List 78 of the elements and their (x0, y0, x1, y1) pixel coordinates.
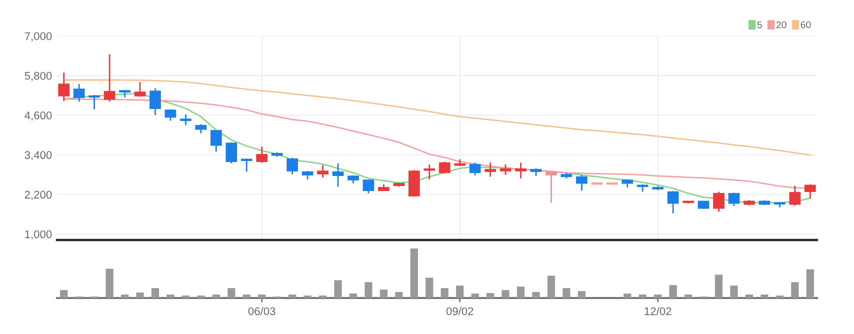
candlestick (104, 54, 116, 102)
bar (106, 268, 114, 298)
candlestick (180, 114, 192, 126)
x-tick-label: 12/02 (644, 307, 672, 316)
bar (684, 294, 692, 298)
candlestick (438, 161, 450, 174)
bar (669, 285, 677, 298)
candlestick (210, 130, 222, 152)
bar (380, 290, 388, 298)
bar (745, 294, 754, 298)
legend-label: 20 (776, 21, 786, 28)
candlestick (484, 162, 496, 178)
candlestick (150, 88, 161, 116)
bar (760, 294, 768, 298)
legend-label: 60 (800, 21, 811, 28)
bar (349, 294, 358, 298)
y-tick-label: 2,200 (24, 190, 52, 200)
bar (288, 294, 296, 298)
y-tick-label: 7,000 (24, 32, 52, 42)
bar (258, 294, 266, 298)
bar (486, 293, 494, 298)
line-series (63, 79, 811, 156)
bar (242, 294, 250, 298)
bar (151, 288, 160, 298)
candlestick (728, 192, 740, 207)
bar (120, 294, 129, 298)
bar (502, 290, 510, 298)
bar (516, 286, 525, 298)
candlestick (240, 158, 252, 172)
candlestick (226, 142, 238, 164)
bar (471, 294, 479, 298)
candlestick (500, 164, 512, 176)
y-tick-label: 5,800 (24, 72, 52, 82)
y-tick-label: 1,000 (25, 230, 52, 240)
bar (638, 294, 646, 298)
bar (714, 274, 723, 298)
y-tick-label: 4,600 (24, 111, 52, 121)
candlestick (317, 164, 328, 178)
candlestick (469, 162, 481, 176)
bar (654, 294, 662, 298)
bar (578, 291, 586, 298)
candlestick (667, 190, 679, 214)
bar (426, 278, 434, 298)
bar (212, 294, 220, 298)
bar (547, 276, 556, 298)
bar (806, 269, 814, 298)
x-tick-label: 09/02 (446, 307, 474, 316)
candlestick (332, 162, 344, 188)
candlestick (576, 174, 588, 192)
candlestick (256, 146, 268, 164)
bar (136, 292, 144, 298)
x-tick-label: 06/03 (248, 307, 276, 316)
bar (166, 294, 174, 298)
bar (228, 288, 236, 298)
candlestick (804, 184, 816, 200)
candlestick (58, 72, 70, 102)
bar (364, 282, 372, 298)
bar (456, 286, 464, 298)
bar (395, 292, 403, 298)
bar (334, 280, 342, 298)
candlestick (73, 83, 85, 102)
bar (730, 286, 738, 298)
legend-label: 5 (757, 21, 762, 28)
bar (562, 288, 570, 298)
candlestick (713, 191, 724, 212)
candlestick (515, 162, 526, 180)
bar (440, 288, 448, 298)
bar (410, 248, 418, 298)
candlestick (286, 157, 298, 176)
y-tick-label: 3,400 (24, 151, 52, 160)
bar (532, 292, 540, 298)
candlestick (789, 185, 801, 206)
candlestick (134, 81, 146, 98)
candlestick (546, 171, 557, 204)
bar (60, 290, 68, 298)
bar (624, 294, 632, 298)
bar (791, 282, 799, 298)
candlestick (362, 178, 374, 194)
